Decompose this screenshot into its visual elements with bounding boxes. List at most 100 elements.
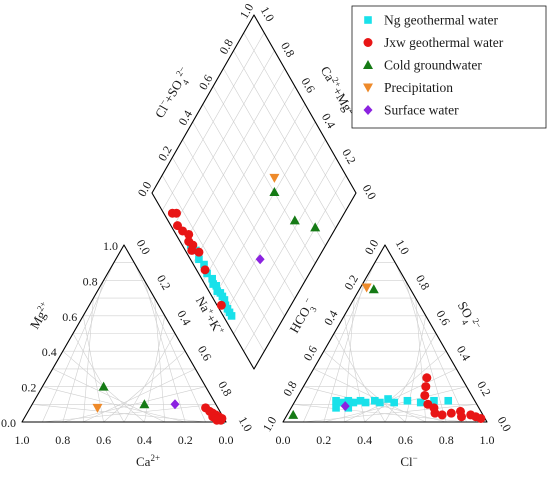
legend-label: Precipitation — [384, 80, 453, 95]
series-4-points — [170, 254, 350, 412]
anion-data-point — [403, 396, 412, 405]
diamond-data-point — [216, 300, 226, 310]
cation-data-point — [170, 399, 180, 410]
diamond-ca-mg-tick-label: 0.8 — [278, 40, 298, 60]
diamond-data-point — [255, 254, 265, 265]
anion-data-point — [340, 401, 350, 412]
cation-grid-line — [144, 280, 186, 423]
grid-lines — [32, 32, 477, 423]
diamond-grid-line — [233, 50, 336, 229]
anion-cl-tick-label: 0.8 — [439, 433, 454, 447]
diamond-data-point — [171, 208, 181, 218]
diamond-grid-line — [243, 32, 347, 211]
cation-mg-tick-label: 0.8 — [83, 274, 98, 288]
anion-hco3-tick-label: 0.6 — [301, 343, 321, 363]
anion-data-point — [437, 410, 447, 420]
diamond-data-point — [200, 265, 210, 275]
cation-ca-tick-label: 0.2 — [178, 433, 193, 447]
axis-title-so4: SO42− — [451, 298, 484, 335]
legend-marker — [363, 38, 373, 47]
anion-hco3-tick-label: 0.2 — [341, 272, 361, 292]
diamond-ca-mg-tick-label: 0.6 — [298, 75, 318, 95]
diamond-data-point — [213, 287, 222, 295]
anion-data-point — [416, 398, 425, 407]
legend-marker — [363, 83, 373, 93]
anion-cl-tick-label: 0.2 — [316, 433, 331, 447]
diamond-ca-mg-tick-label: 0.2 — [339, 146, 359, 166]
anion-data-point — [430, 396, 438, 405]
legend-label: Surface water — [384, 103, 459, 118]
anion-grid-line — [313, 368, 426, 423]
anion-grid-line — [384, 333, 437, 423]
axis-title-ca: Ca2+ — [136, 453, 160, 469]
axis-title-cl-so4: Cl−+SO42− — [151, 65, 196, 123]
anion-data-point — [368, 284, 379, 294]
anion-data-point — [332, 404, 340, 412]
anion-data-point — [444, 396, 453, 405]
cation-data-point — [139, 399, 150, 409]
diamond-grid-line — [161, 32, 265, 211]
central-diamond-frame — [151, 14, 357, 370]
cation-ca-tick-label: 0.8 — [55, 433, 70, 447]
anion-hco3-tick-label: 0.0 — [362, 237, 382, 257]
anion-data-point — [420, 390, 430, 400]
cation-na-k-tick-label: 0.8 — [215, 379, 235, 399]
anion-data-point — [476, 413, 486, 423]
anion-data-point — [344, 396, 353, 405]
anion-data-point — [457, 412, 466, 422]
anion-data-point — [421, 382, 431, 392]
cation-triangle-frame — [21, 244, 227, 423]
diamond-cl-so4-tick-label: 0.4 — [176, 108, 196, 128]
cation-mg-tick-label: 1.0 — [103, 239, 118, 253]
cation-ca-tick-label: 0.4 — [137, 433, 152, 447]
diamond-ca-mg-tick-label: 1.0 — [258, 4, 278, 24]
diamond-data-point — [269, 187, 280, 196]
anion-cl-tick-label: 0.6 — [398, 433, 413, 447]
diamond-grid-line — [223, 68, 326, 246]
series-2-points — [98, 187, 379, 419]
cation-grid-line — [144, 315, 166, 423]
cation-data-point — [92, 403, 103, 413]
legend-label: Ng geothermal water — [384, 13, 498, 28]
diamond-data-point — [195, 255, 203, 264]
diamond-data-point — [184, 229, 194, 239]
anion-so4-tick-label: 0.8 — [413, 272, 433, 292]
anion-hco3-tick-label: 1.0 — [260, 414, 280, 434]
anion-cl-tick-label: 0.4 — [357, 433, 372, 447]
cation-grid-line — [123, 333, 176, 423]
diamond-data-point — [289, 215, 300, 225]
series-3-points — [92, 173, 372, 413]
anion-so4-tick-label: 0.2 — [474, 379, 494, 399]
anion-hco3-tick-label: 0.4 — [321, 308, 341, 328]
diamond-grid-line — [202, 103, 306, 282]
cation-ca-tick-label: 0.6 — [96, 433, 111, 447]
anion-data-point — [356, 396, 365, 405]
cation-mg-tick-label: 0.6 — [62, 310, 77, 324]
diamond-data-point — [187, 245, 197, 255]
anion-so4-tick-label: 0.0 — [495, 414, 515, 434]
series-1-points — [167, 208, 486, 425]
cation-grid-line — [154, 298, 166, 423]
diamond-grid-line — [182, 68, 285, 246]
diamond-cl-so4-tick-label: 0.6 — [196, 72, 216, 92]
cation-na-k-tick-label: 1.0 — [236, 414, 256, 434]
cation-grid-line — [72, 333, 125, 423]
data-points — [92, 173, 486, 425]
cation-mg-tick-label: 0.0 — [1, 416, 16, 430]
tick-labels: 0.00.00.00.20.20.20.40.40.40.60.60.60.80… — [1, 1, 514, 447]
cation-na-k-tick-label: 0.4 — [174, 308, 194, 328]
diamond-data-point — [310, 222, 321, 232]
anion-data-point — [344, 404, 353, 412]
diamond-cl-so4-tick-label: 0.0 — [135, 179, 155, 199]
anion-data-point — [390, 398, 398, 407]
series-0-points — [186, 241, 453, 425]
legend-label: Cold groundwater — [384, 58, 482, 73]
cation-data-point — [98, 381, 109, 391]
axis-title-mg: Mg2+ — [26, 300, 54, 332]
anion-grid-line — [405, 280, 447, 423]
anion-data-point — [332, 396, 340, 405]
diamond-cl-so4-tick-label: 1.0 — [237, 1, 257, 21]
cation-na-k-tick-label: 0.2 — [154, 272, 174, 292]
legend: Ng geothermal water Jxw geothermal water C… — [351, 5, 547, 129]
